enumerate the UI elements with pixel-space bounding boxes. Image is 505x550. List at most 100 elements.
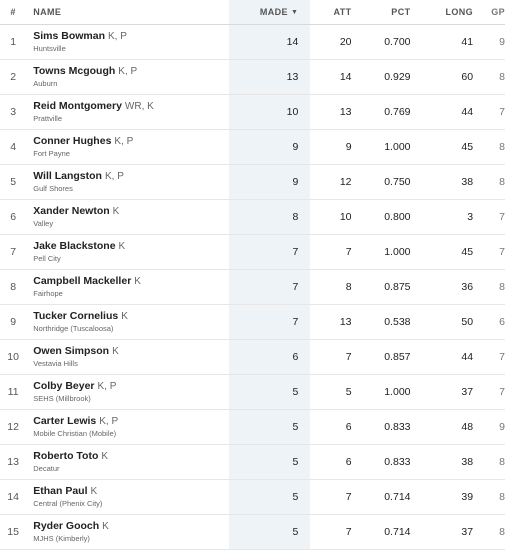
player-position: K <box>121 311 128 322</box>
player-position: K, P <box>99 416 119 427</box>
player-position: K <box>90 486 98 497</box>
att-cell: 12 <box>339 176 352 188</box>
sort-desc-icon: ▼ <box>290 8 299 16</box>
header-made-label: MADE <box>259 7 288 17</box>
table-row: 1 Sims Bowman K, P Huntsville 14 20 0.700… <box>0 25 505 60</box>
player-name-link[interactable]: Colby Beyer <box>33 380 95 392</box>
pct-cell: 0.714 <box>384 491 411 503</box>
header-name[interactable]: NAME <box>26 0 229 24</box>
player-name-link[interactable]: Reid Montgomery <box>33 100 122 112</box>
pct-cell: 0.833 <box>384 456 411 468</box>
long-cell: 39 <box>461 491 474 503</box>
pct-cell: 1.000 <box>384 141 411 153</box>
player-name-link[interactable]: Jake Blackstone <box>33 240 116 252</box>
gp-cell: 8 <box>499 526 505 538</box>
name-cell: Reid Montgomery WR, K Prattville <box>26 95 229 129</box>
name-cell: Ryder Gooch K MJHS (Kimberly) <box>26 515 229 549</box>
table-header: # NAME MADE ▼ ATT PCT LONG GP <box>0 0 505 25</box>
made-cell: 9 <box>229 130 311 164</box>
att-cell: 6 <box>345 421 352 433</box>
player-school: Prattville <box>33 114 62 123</box>
player-name-link[interactable]: Tucker Cornelius <box>33 310 119 322</box>
table-body: 1 Sims Bowman K, P Huntsville 14 20 0.700… <box>0 25 505 550</box>
att-cell: 7 <box>345 351 352 363</box>
header-pct[interactable]: PCT <box>366 0 423 24</box>
player-school: Pell City <box>33 254 61 263</box>
gp-cell: 7 <box>499 106 505 118</box>
player-name-link[interactable]: Sims Bowman <box>33 30 106 42</box>
table-row: 7 Jake Blackstone K Pell City 7 7 1.000 4… <box>0 235 505 270</box>
player-school: Fort Payne <box>33 149 70 158</box>
player-name-link[interactable]: Xander Newton <box>33 205 110 217</box>
player-school: Gulf Shores <box>33 184 73 193</box>
player-position: K, P <box>108 31 127 42</box>
made-cell: 5 <box>229 480 311 514</box>
player-name-link[interactable]: Conner Hughes <box>33 135 112 147</box>
att-cell: 6 <box>345 456 352 468</box>
gp-cell: 6 <box>499 316 505 328</box>
name-cell: Will Langston K, P Gulf Shores <box>26 165 229 199</box>
player-name-link[interactable]: Owen Simpson <box>33 345 110 357</box>
table-row: 15 Ryder Gooch K MJHS (Kimberly) 5 7 0.71… <box>0 515 505 550</box>
long-cell: 44 <box>461 106 474 118</box>
pct-cell: 0.769 <box>384 106 411 118</box>
att-cell: 5 <box>345 386 352 398</box>
long-cell: 48 <box>461 421 474 433</box>
made-cell: 7 <box>229 235 311 269</box>
long-cell: 60 <box>461 71 474 83</box>
gp-cell: 7 <box>499 211 505 223</box>
att-cell: 8 <box>345 281 352 293</box>
made-cell: 7 <box>229 305 311 339</box>
pct-cell: 0.857 <box>384 351 411 363</box>
player-name-link[interactable]: Carter Lewis <box>33 415 97 427</box>
long-cell: 36 <box>461 281 474 293</box>
gp-cell: 8 <box>499 456 505 468</box>
player-school: Mobile Christian (Mobile) <box>33 429 117 438</box>
name-cell: Tucker Cornelius K Northridge (Tuscaloosa… <box>26 305 229 339</box>
player-name-link[interactable]: Towns Mcgough <box>33 65 116 77</box>
pct-cell: 0.929 <box>384 71 411 83</box>
player-school: Vestavia Hills <box>33 359 78 368</box>
table-row: 4 Conner Hughes K, P Fort Payne 9 9 1.000… <box>0 130 505 165</box>
header-att[interactable]: ATT <box>310 0 365 24</box>
player-name-link[interactable]: Ethan Paul <box>33 485 88 497</box>
player-name-link[interactable]: Will Langston <box>33 170 102 182</box>
rank-cell: 12 <box>7 421 19 433</box>
made-cell: 9 <box>229 165 311 199</box>
table-row: 14 Ethan Paul K Central (Phenix City) 5 7… <box>0 480 505 515</box>
long-cell: 45 <box>461 141 474 153</box>
player-school: Northridge (Tuscaloosa) <box>33 324 114 333</box>
long-cell: 45 <box>461 246 474 258</box>
long-cell: 44 <box>461 351 474 363</box>
player-position: K <box>112 206 120 217</box>
player-name-link[interactable]: Roberto Toto <box>33 450 99 462</box>
long-cell: 37 <box>461 386 474 398</box>
player-school: Central (Phenix City) <box>33 499 103 508</box>
rank-cell: 1 <box>10 36 17 48</box>
made-cell: 5 <box>229 410 311 444</box>
player-school: Huntsville <box>33 44 66 53</box>
player-name-link[interactable]: Ryder Gooch <box>33 520 100 532</box>
player-position: K <box>118 241 126 252</box>
gp-cell: 8 <box>499 141 505 153</box>
made-cell: 14 <box>229 25 311 59</box>
att-cell: 10 <box>339 211 352 223</box>
player-position: K <box>101 451 109 462</box>
att-cell: 7 <box>345 526 352 538</box>
name-cell: Conner Hughes K, P Fort Payne <box>26 130 229 164</box>
header-gp[interactable]: GP <box>489 0 505 24</box>
long-cell: 50 <box>461 316 474 328</box>
gp-cell: 8 <box>499 491 505 503</box>
gp-cell: 8 <box>499 281 505 293</box>
made-cell: 10 <box>229 95 311 129</box>
player-school: SEHS (Millbrook) <box>33 394 91 403</box>
player-school: Auburn <box>33 79 58 88</box>
header-name-label: NAME <box>33 7 62 17</box>
header-made[interactable]: MADE ▼ <box>229 0 311 24</box>
header-long[interactable]: LONG <box>423 0 490 24</box>
table-row: 2 Towns Mcgough K, P Auburn 13 14 0.929 6… <box>0 60 505 95</box>
header-long-label: LONG <box>445 7 474 17</box>
player-name-link[interactable]: Campbell Mackeller <box>33 275 132 287</box>
pct-cell: 1.000 <box>384 386 411 398</box>
